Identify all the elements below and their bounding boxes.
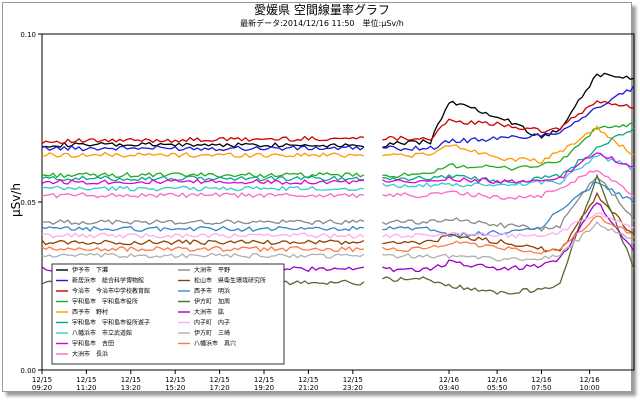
- series-line: [382, 173, 635, 295]
- series-line: [41, 225, 364, 232]
- legend-label: 大洲市 平野: [194, 266, 230, 274]
- x-tick-time: 05:50: [487, 384, 507, 392]
- series-line: [41, 141, 365, 148]
- series-line: [41, 135, 364, 145]
- legend-label: 今治市 今治市中学校教育館: [72, 287, 150, 295]
- x-tick-date: 12/15: [76, 376, 96, 384]
- legend-label: 八幡浜市 真穴: [194, 340, 236, 348]
- series-line: [41, 252, 365, 259]
- x-tick-time: 15:20: [165, 384, 185, 392]
- legend-label: 伊方町 三崎: [194, 329, 230, 337]
- series-line: [41, 245, 364, 253]
- legend-label: 西予市 明浜: [194, 287, 230, 295]
- y-tick-label: 0.00: [20, 367, 36, 375]
- series-line: [382, 215, 635, 255]
- x-tick-time: 21:20: [298, 384, 318, 392]
- x-tick-time: 10:00: [580, 384, 600, 392]
- x-tick-date: 12/16: [580, 376, 601, 384]
- series-line: [41, 219, 365, 226]
- legend-label: 宇和島市 吉田: [72, 340, 114, 348]
- x-tick-time: 09:20: [32, 384, 52, 392]
- x-tick-date: 12/15: [165, 376, 185, 384]
- x-tick-time: 19:20: [254, 384, 274, 392]
- series-line: [41, 185, 365, 192]
- x-tick-date: 12/15: [254, 376, 274, 384]
- series-line: [382, 85, 635, 152]
- x-tick-time: 07:50: [531, 384, 551, 392]
- x-tick-date: 12/16: [439, 376, 460, 384]
- x-tick-date: 12/15: [121, 376, 141, 384]
- x-tick-time: 11:20: [76, 384, 96, 392]
- chart-subtitle: 最新データ:2014/12/16 11:50 単位:μSv/h: [240, 18, 404, 28]
- legend-label: 大洲市 長浜: [72, 350, 108, 358]
- series-line: [41, 232, 365, 239]
- y-tick-label: 0.10: [20, 31, 36, 39]
- x-axis: 12/1509:2012/1511:2012/1513:2012/1515:20…: [32, 370, 600, 392]
- series-line: [41, 239, 365, 246]
- y-axis-label: μSv/h: [9, 183, 23, 217]
- y-axis: 0.00 0.05 0.10: [20, 31, 42, 375]
- series-line: [382, 125, 635, 165]
- series-line: [382, 152, 634, 185]
- x-tick-time: 23:20: [343, 384, 363, 392]
- series-line: [41, 145, 365, 152]
- series-line: [382, 202, 635, 273]
- x-tick-date: 12/15: [32, 376, 52, 384]
- series-line: [41, 192, 365, 199]
- x-tick-date: 12/15: [210, 376, 230, 384]
- legend-label: 大洲市 肱: [194, 308, 224, 316]
- series-line: [41, 151, 365, 158]
- legend-label: 伊予市 下灘: [72, 266, 108, 274]
- series-line: [382, 181, 635, 238]
- x-tick-date: 12/16: [531, 376, 552, 384]
- series-line: [41, 175, 365, 182]
- series-line: [382, 176, 635, 232]
- series-line: [382, 72, 635, 148]
- legend-box: [51, 263, 285, 365]
- x-tick-date: 12/15: [298, 376, 318, 384]
- chart-title: 愛媛県 空間線量率グラフ: [254, 2, 390, 17]
- series-lines: [41, 72, 635, 295]
- x-tick-time: 13:20: [121, 384, 141, 392]
- series-line: [41, 172, 365, 179]
- x-tick-time: 17:20: [210, 384, 230, 392]
- series-line: [381, 153, 635, 189]
- x-tick-date: 12/15: [343, 376, 363, 384]
- x-tick-time: 03:40: [439, 384, 459, 392]
- legend-label: 内子町 内子: [194, 319, 230, 327]
- series-line: [41, 178, 365, 185]
- legend-label: 伊方町 加周: [194, 298, 230, 306]
- y-tick-label: 0.05: [20, 199, 36, 207]
- series-line: [382, 191, 635, 253]
- series-line: [382, 169, 635, 200]
- legend-label: 宇和島市 宇和島市役所: [72, 298, 138, 306]
- x-tick-date: 12/16: [487, 376, 508, 384]
- legend-label: 西予市 野村: [72, 308, 108, 316]
- series-line: [382, 100, 634, 142]
- series-line: [382, 212, 635, 239]
- series-line: [382, 127, 635, 184]
- legend-label: 新居浜市 総合科学博物館: [72, 277, 144, 285]
- legend-label: 宇和島市 宇和島市役所遊子: [72, 319, 150, 327]
- legend-label: 八幡浜市 市立武道館: [72, 329, 132, 337]
- series-line: [382, 221, 635, 262]
- legend-label: 松山市 県衛生環境研究所: [194, 277, 266, 285]
